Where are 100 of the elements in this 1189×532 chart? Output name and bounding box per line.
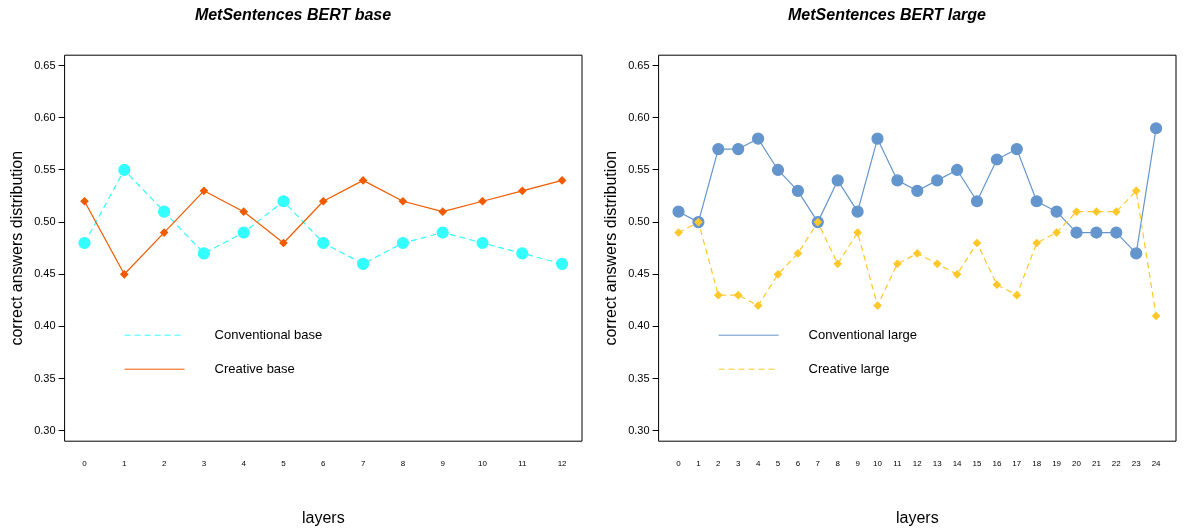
point [160, 228, 169, 237]
point [970, 195, 984, 208]
x-tick-label: 3 [201, 459, 207, 469]
point [933, 259, 942, 268]
point [833, 259, 842, 268]
point [672, 205, 685, 218]
x-tick-label: 2 [716, 459, 722, 469]
point [118, 163, 131, 177]
x-tick-label: 4 [755, 459, 761, 469]
point [773, 270, 783, 279]
y-tick-label: 0.65 [34, 58, 56, 71]
y-axis-title: correct answers distribution [602, 150, 620, 346]
x-tick-label: 22 [1111, 459, 1122, 469]
x-tick-label: 7 [815, 459, 821, 469]
x-tick-label: 9 [440, 459, 446, 469]
x-tick-label: 0 [82, 459, 88, 469]
point [476, 236, 489, 250]
point [478, 197, 487, 206]
point [120, 270, 129, 279]
point [891, 174, 904, 187]
x-tick-label: 19 [1052, 459, 1062, 469]
point [712, 142, 725, 156]
point [871, 132, 884, 145]
x-tick-label: 3 [735, 459, 741, 469]
x-axis-title: layers [301, 508, 345, 526]
point [1012, 291, 1021, 300]
x-tick-label: 18 [1032, 459, 1042, 469]
x-tick-label: 23 [1131, 459, 1142, 469]
point [80, 197, 89, 206]
y-tick-label: 0.60 [628, 110, 650, 123]
x-tick-label: 1 [122, 459, 128, 469]
point [931, 174, 944, 187]
point [913, 249, 922, 258]
point [953, 270, 962, 279]
point [1072, 207, 1081, 216]
x-tick-label: 17 [1012, 459, 1022, 469]
point [277, 195, 290, 208]
point [516, 247, 529, 260]
point [1070, 226, 1083, 239]
x-tick-label: 20 [1072, 459, 1082, 469]
point [158, 205, 171, 218]
point [357, 257, 370, 270]
point [793, 249, 803, 258]
point [771, 163, 785, 177]
chart-title: MetSentences BERT base [194, 6, 392, 24]
point [911, 184, 924, 197]
point [398, 197, 407, 206]
y-tick-label: 0.35 [628, 371, 650, 384]
point [1130, 247, 1143, 260]
point [239, 207, 248, 216]
x-tick-label: 8 [835, 459, 841, 469]
point [199, 186, 209, 195]
point [1092, 207, 1101, 216]
y-tick-label: 0.55 [628, 162, 650, 175]
y-tick-label: 0.50 [34, 215, 56, 228]
point [853, 228, 862, 237]
point [438, 207, 447, 216]
y-tick-label: 0.30 [628, 423, 650, 436]
x-tick-label: 2 [161, 459, 167, 469]
point [851, 205, 864, 218]
x-tick-label: 10 [873, 459, 883, 469]
x-tick-label: 4 [241, 459, 247, 469]
point [972, 238, 982, 248]
point [893, 259, 902, 268]
legend-label: Creative large [808, 360, 890, 376]
x-tick-label: 15 [972, 459, 982, 469]
point [396, 236, 409, 250]
y-axis-title: correct answers distribution [8, 150, 26, 346]
x-tick-label: 0 [676, 459, 682, 469]
x-tick-label: 9 [855, 459, 861, 469]
point [317, 236, 330, 250]
legend-label: Conventional large [808, 326, 918, 342]
point [558, 176, 567, 185]
point [197, 247, 211, 260]
x-tick-label: 5 [775, 459, 781, 469]
point [436, 226, 449, 239]
x-tick-label: 5 [281, 459, 287, 469]
y-tick-label: 0.40 [34, 319, 56, 332]
point [1152, 311, 1161, 321]
x-tick-label: 8 [400, 459, 406, 469]
y-tick-label: 0.35 [34, 371, 56, 384]
chart-title: MetSentences BERT large [788, 6, 987, 24]
point [1030, 195, 1043, 208]
point [992, 280, 1001, 289]
x-tick-label: 24 [1151, 459, 1162, 469]
point [1090, 226, 1103, 239]
point [754, 301, 763, 310]
y-tick-label: 0.50 [628, 215, 650, 228]
point [732, 142, 745, 156]
point [674, 228, 683, 237]
x-axis-title: layers [895, 508, 939, 526]
y-tick-label: 0.30 [34, 423, 56, 436]
point [518, 186, 527, 195]
point [1110, 226, 1123, 239]
x-tick-label: 6 [321, 459, 327, 469]
point [791, 184, 805, 197]
point [714, 291, 723, 300]
y-tick-label: 0.60 [34, 110, 56, 123]
point [831, 174, 844, 187]
x-tick-label: 12 [557, 459, 568, 469]
